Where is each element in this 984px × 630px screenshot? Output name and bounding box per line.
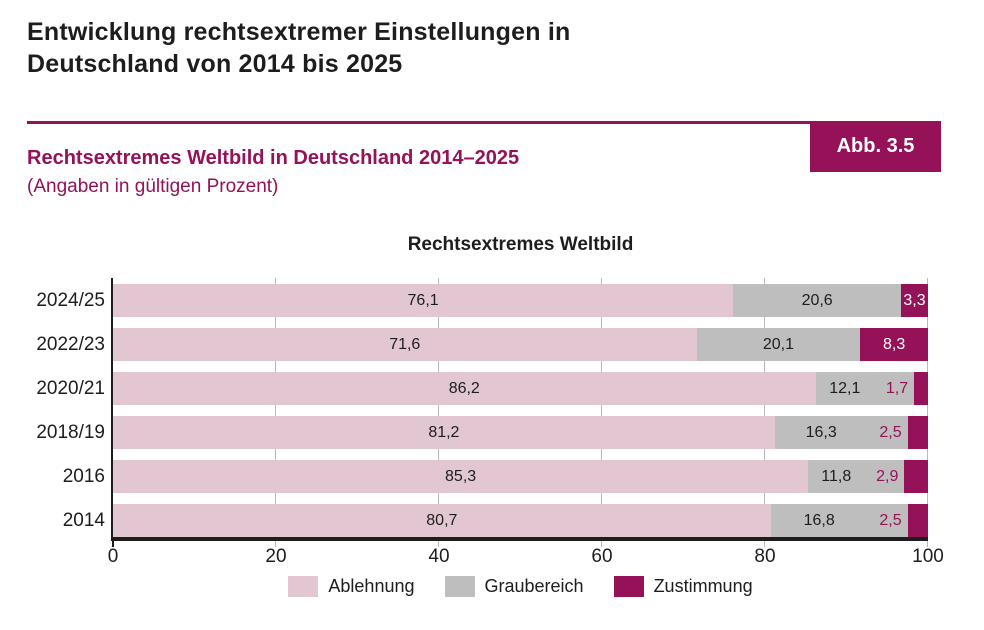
x-axis-tick-labels: 0 20 40 60 80 100 <box>108 546 944 570</box>
y-category-label: 2014 <box>62 510 105 531</box>
chart-title: Rechtsextremes Weltbild <box>407 234 634 255</box>
legend-item: Ablehnung <box>288 576 415 597</box>
y-category-label: 2022/23 <box>36 334 105 355</box>
segment-graubereich: 20,6 <box>733 284 902 317</box>
segment-graubereich: 11,8 <box>808 460 905 493</box>
x-tick-label: 60 <box>591 546 613 567</box>
segment-ablehnung: 76,1 <box>113 284 734 317</box>
bar-row: 80,7 16,8 2,5 <box>113 504 928 537</box>
value-label: 11,8 <box>821 467 852 485</box>
bar-row: 76,1 20,6 3,3 <box>113 284 928 317</box>
bar-row: 86,2 12,1 1,7 <box>113 372 928 405</box>
segment-ablehnung: 85,3 <box>113 460 809 493</box>
legend-swatch <box>444 576 475 597</box>
value-label: 85,3 <box>445 467 477 485</box>
segment-zustimmung <box>904 460 928 493</box>
segment-graubereich: 16,8 <box>770 504 908 537</box>
bar-row: 71,6 20,1 8,3 <box>113 328 928 361</box>
segment-graubereich: 20,1 <box>696 328 861 361</box>
legend-label: Zustimmung <box>653 576 753 596</box>
segment-zustimmung <box>907 504 928 537</box>
outside-value-label: 2,5 <box>879 424 902 441</box>
gridline <box>764 278 765 537</box>
x-axis-line <box>111 537 928 541</box>
y-category-label: 2024/25 <box>36 290 105 311</box>
value-label: 20,6 <box>801 291 833 309</box>
bar-row: 85,3 11,8 2,9 <box>113 460 928 493</box>
outside-value-label: 1,7 <box>885 380 909 397</box>
value-label: 12,1 <box>829 379 861 397</box>
x-tick-label: 20 <box>265 546 287 567</box>
legend-label: Ablehnung <box>328 576 415 596</box>
gridline <box>601 278 602 537</box>
legend-swatch <box>288 576 319 597</box>
y-category-label: 2020/21 <box>36 378 105 399</box>
value-label: 16,8 <box>803 511 835 529</box>
segment-ablehnung: 80,7 <box>113 504 771 537</box>
segment-graubereich: 16,3 <box>774 416 908 449</box>
value-label: 76,1 <box>407 291 439 309</box>
value-label: 86,2 <box>448 379 480 397</box>
segment-zustimmung: 8,3 <box>860 328 928 361</box>
y-axis-line <box>111 278 113 537</box>
gridline <box>927 278 928 537</box>
legend-label: Graubereich <box>484 576 584 596</box>
legend-item: Graubereich <box>444 576 584 597</box>
y-axis-labels: 2024/25 2022/23 2020/21 2018/19 2016 2014 <box>0 278 105 537</box>
divider-rule <box>27 121 941 124</box>
page-title: Entwicklung rechtsextremer Einstellungen… <box>27 18 571 78</box>
x-tick <box>112 541 114 547</box>
segment-zustimmung <box>914 372 928 405</box>
x-tick <box>438 541 439 547</box>
x-tick-label: 40 <box>428 546 450 567</box>
value-label: 8,3 <box>883 335 906 353</box>
figure-number-badge: Abb. 3.5 <box>810 121 941 172</box>
segment-ablehnung: 71,6 <box>113 328 697 361</box>
x-tick-label: 80 <box>754 546 776 567</box>
gridline <box>438 278 439 537</box>
segment-graubereich: 12,1 <box>815 372 915 405</box>
x-tick <box>764 541 765 547</box>
value-label: 80,7 <box>426 511 458 529</box>
x-tick-label: 0 <box>107 546 119 567</box>
value-label: 16,3 <box>805 423 837 441</box>
segment-ablehnung: 81,2 <box>113 416 775 449</box>
legend: Ablehnung Graubereich Zustimmung <box>113 576 928 597</box>
segment-ablehnung: 86,2 <box>113 372 816 405</box>
value-label: 71,6 <box>389 335 421 353</box>
bar-rows: 76,1 20,6 3,3 71,6 20,1 8,3 86,2 12,1 1,7 81,2 16,… <box>113 278 928 537</box>
value-label: 3,3 <box>903 291 926 309</box>
figure-subtitle: Rechtsextremes Weltbild in Deutschland 2… <box>27 147 520 169</box>
segment-zustimmung: 3,3 <box>901 284 928 317</box>
y-category-label: 2016 <box>62 466 105 487</box>
outside-value-label: 2,5 <box>879 512 902 529</box>
outside-value-label: 2,9 <box>876 468 899 485</box>
y-category-label: 2018/19 <box>36 422 105 443</box>
plot-area: 76,1 20,6 3,3 71,6 20,1 8,3 86,2 12,1 1,7 81,2 16,… <box>111 278 928 547</box>
value-label: 81,2 <box>428 423 460 441</box>
legend-swatch <box>613 576 644 597</box>
x-tick <box>927 541 928 547</box>
segment-zustimmung <box>907 416 928 449</box>
value-label: 20,1 <box>762 335 794 353</box>
figure-subnote: (Angaben in gültigen Prozent) <box>27 176 279 197</box>
gridline <box>275 278 276 537</box>
x-tick <box>601 541 602 547</box>
x-tick-label: 100 <box>912 546 944 567</box>
legend-item: Zustimmung <box>613 576 753 597</box>
x-tick <box>275 541 276 547</box>
bar-row: 81,2 16,3 2,5 <box>113 416 928 449</box>
